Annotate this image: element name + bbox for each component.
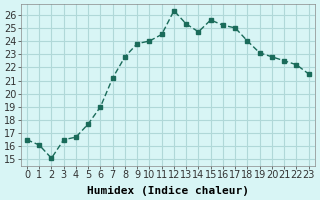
X-axis label: Humidex (Indice chaleur): Humidex (Indice chaleur): [87, 186, 249, 196]
